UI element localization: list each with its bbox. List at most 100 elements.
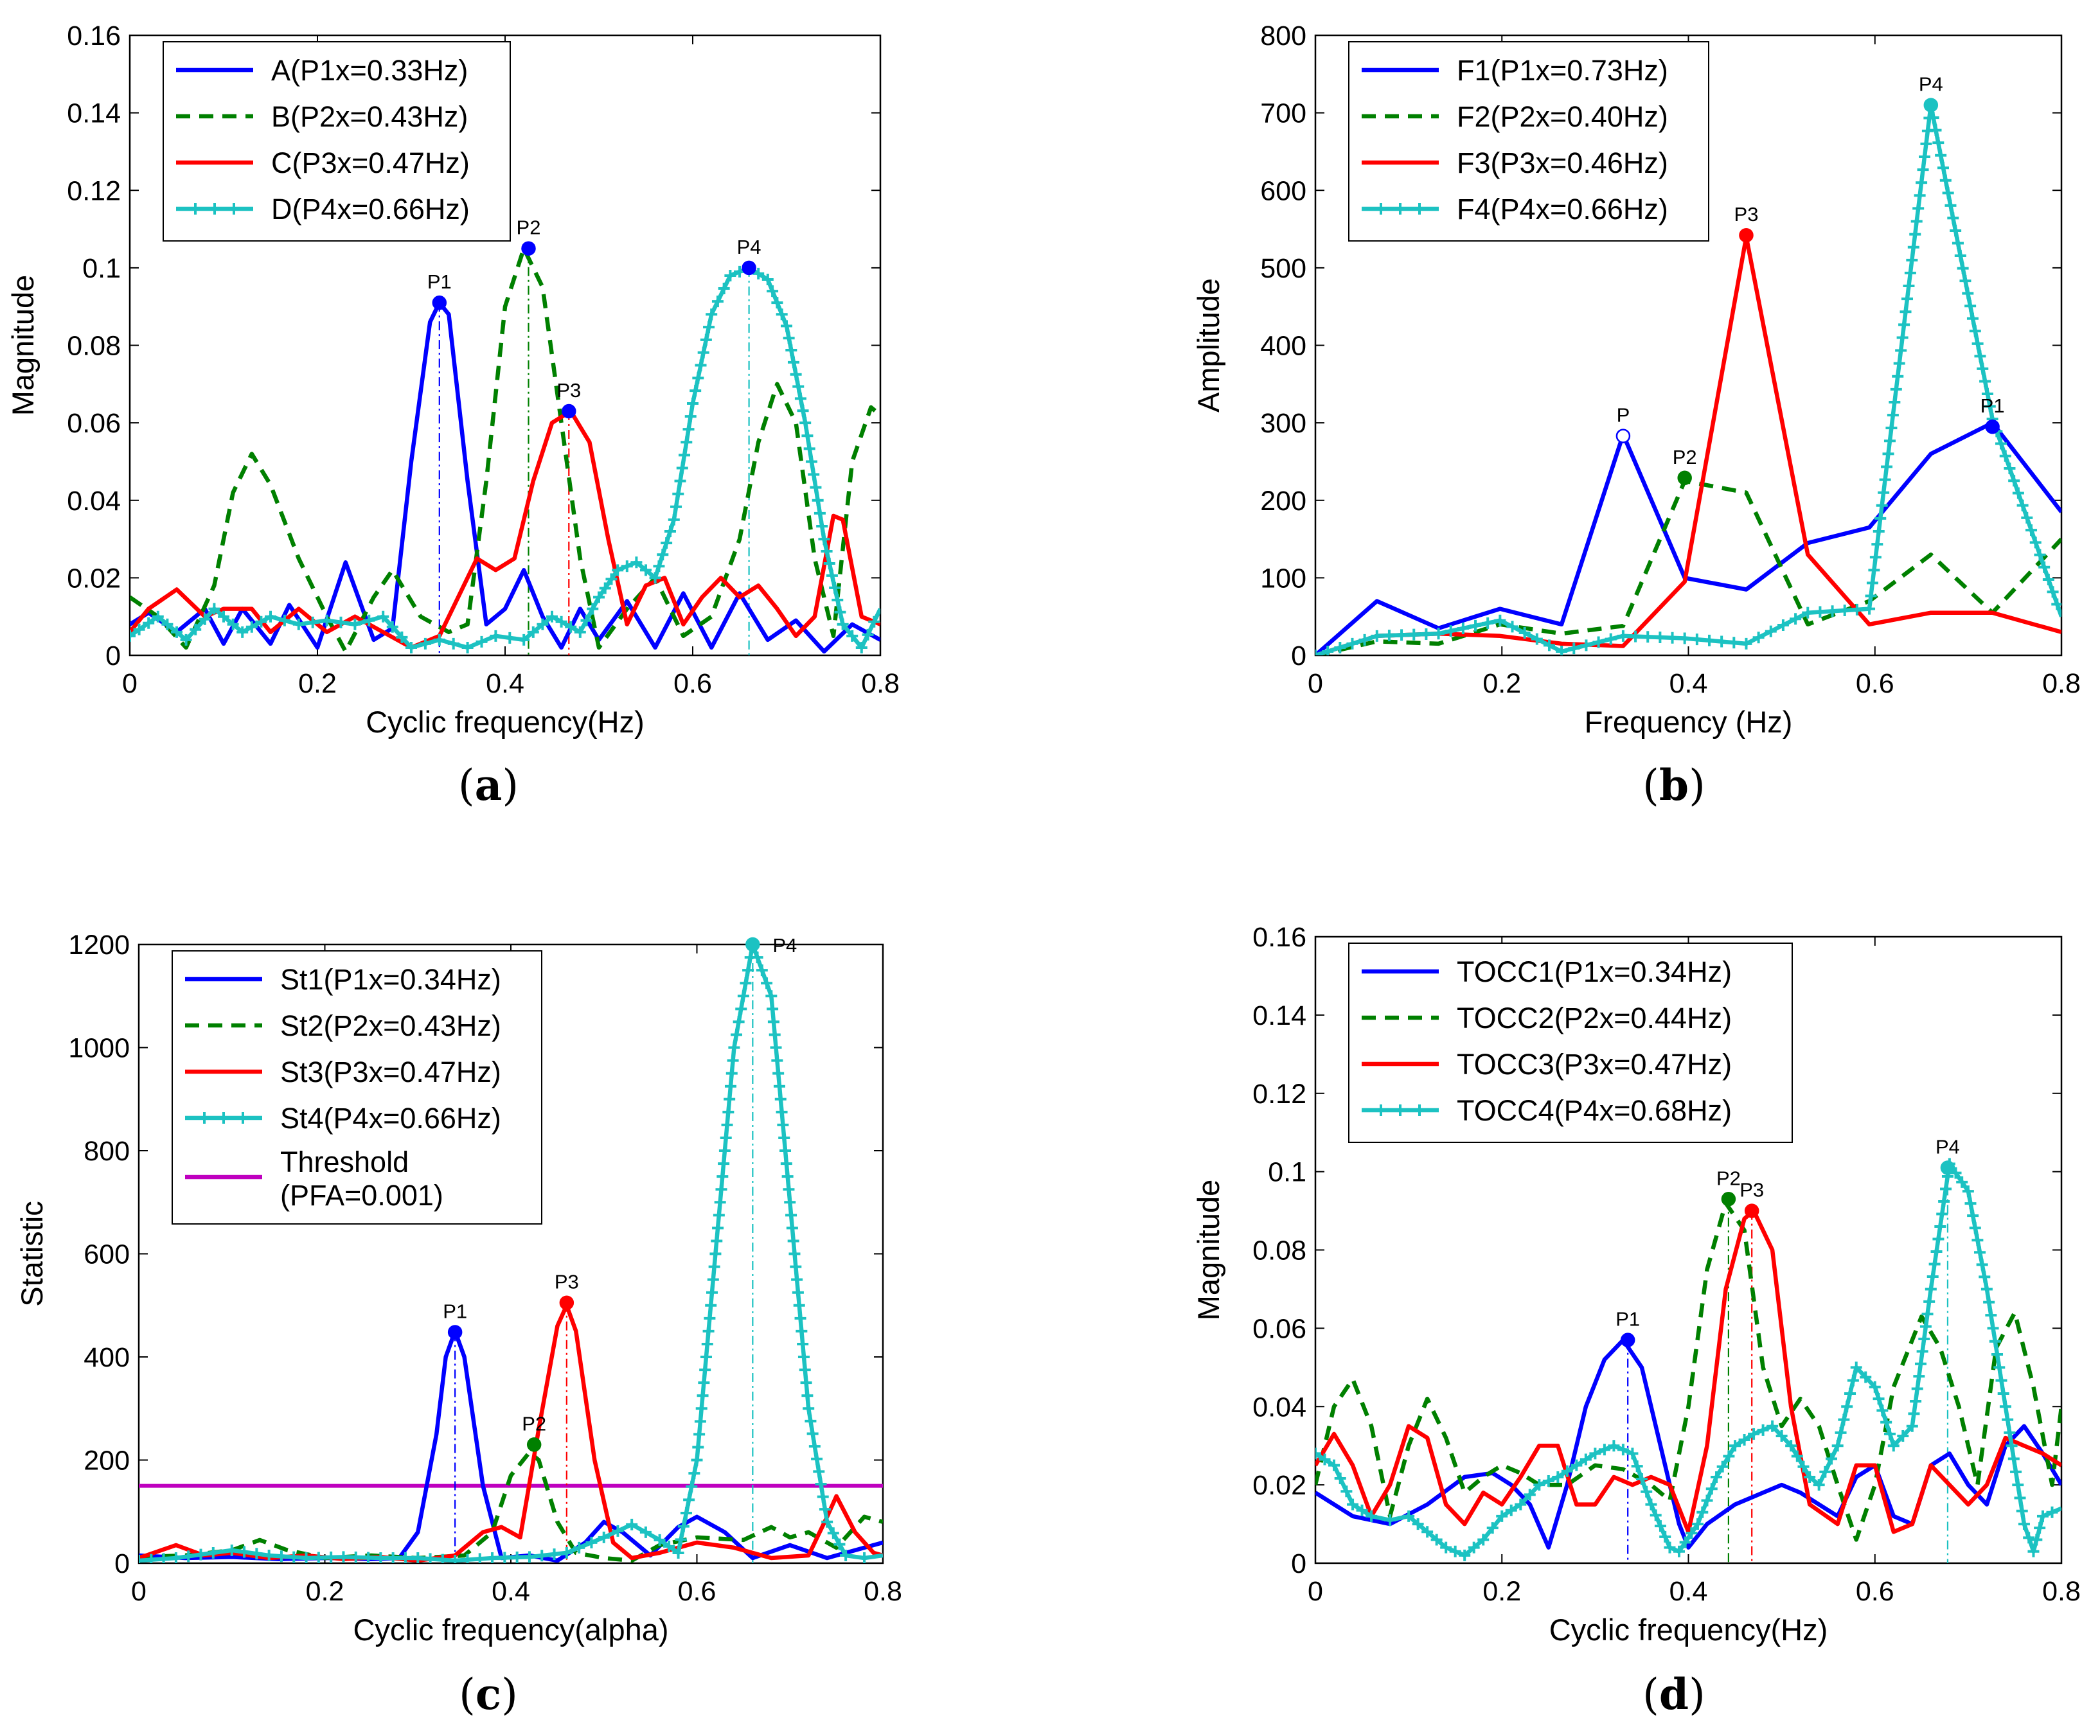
series-point-4 [2008, 475, 2020, 487]
series-point-4 [265, 610, 276, 623]
series-point-4 [1927, 112, 1939, 124]
series-point-4 [565, 621, 577, 633]
series-point-4 [1957, 262, 1969, 274]
y-tick-label: 0.1 [82, 253, 121, 284]
series-point-4 [810, 481, 822, 493]
series-point-4 [190, 623, 202, 635]
series-point-4 [621, 560, 633, 572]
series-point-4 [461, 1554, 474, 1563]
series-point-4 [312, 1552, 325, 1563]
series-point-4 [702, 1325, 715, 1337]
series-point-4 [868, 616, 880, 628]
series-point-4 [1366, 1510, 1378, 1522]
series-point-4 [1408, 628, 1420, 641]
series-point-4 [1919, 1320, 1932, 1333]
series-point-4 [724, 1093, 736, 1105]
x-tick-label: 0.4 [492, 1576, 530, 1607]
series-point-4 [375, 1552, 387, 1563]
series-point-4 [2004, 1426, 2016, 1439]
series-point-4 [695, 1403, 707, 1415]
series-point-4 [752, 267, 765, 279]
series-point-4 [1835, 1426, 1847, 1439]
y-tick-label: 0 [105, 641, 121, 671]
series-point-4 [783, 1183, 795, 1196]
series-point-4 [537, 618, 549, 630]
series-point-4 [1999, 450, 2011, 462]
series-point-4 [1752, 632, 1765, 644]
series-point-4 [1579, 1453, 1592, 1466]
series-point-4 [742, 964, 754, 977]
series-point-4 [714, 1196, 726, 1209]
series-point-4 [1766, 1420, 1779, 1432]
series-point-4 [180, 633, 192, 646]
series-point-4 [325, 1551, 337, 1563]
series-point-4 [1980, 1283, 1993, 1295]
series-point-4 [1956, 1176, 1968, 1188]
series-point-4 [1518, 627, 1531, 639]
series-point-4 [236, 626, 249, 638]
series-point-4 [555, 616, 567, 628]
series-point-4 [2012, 487, 2024, 499]
series-point-4 [1459, 1549, 1471, 1561]
series-point-4 [2018, 1518, 2030, 1530]
series-point-4 [698, 1377, 710, 1389]
series-point-4 [1904, 267, 1916, 279]
series-point-4 [424, 1553, 436, 1563]
series-point-4 [1914, 190, 1926, 202]
series-point-4 [1571, 1459, 1583, 1471]
series-point-4 [697, 346, 709, 359]
y-tick-label: 800 [84, 1136, 130, 1167]
series-point-4 [1906, 1420, 1918, 1432]
series-point-4 [706, 308, 718, 321]
series-point-4 [1916, 1345, 1928, 1358]
series-point-4 [412, 1552, 424, 1563]
legend-entry-2: F2(P2x=0.40Hz) [1457, 100, 1668, 133]
series-point-4 [653, 560, 665, 572]
series-point-4 [787, 356, 799, 368]
series-point-4 [761, 273, 774, 285]
y-tick-label: 700 [1260, 98, 1306, 129]
series-point-4 [263, 1549, 275, 1561]
series-point-4 [1995, 1374, 2007, 1386]
legend-entry-threshold-pfa: (PFA=0.001) [280, 1179, 443, 1212]
series-point-4 [548, 1548, 560, 1561]
series-point-4 [362, 1552, 375, 1563]
legend-entry-3: C(P3x=0.47Hz) [271, 146, 470, 179]
series-point-4 [675, 1534, 687, 1546]
series-point-4 [818, 533, 830, 545]
series-point-4 [350, 1551, 362, 1563]
series-point-4 [1838, 1413, 1850, 1426]
series-point-4 [1711, 1471, 1723, 1483]
legend-entry-3: F3(P3x=0.46Hz) [1457, 146, 1668, 179]
series-point-4 [363, 614, 375, 626]
series-point-4 [2002, 1413, 2014, 1426]
series-point-4 [687, 397, 699, 409]
peak-dot [1739, 227, 1754, 243]
series-point-4 [278, 614, 290, 626]
series-point-4 [1814, 606, 1826, 618]
series-point-4 [1979, 375, 1991, 387]
series-point-4 [790, 1261, 802, 1273]
series-point-4 [1556, 645, 1568, 655]
series-point-4 [1901, 293, 1913, 305]
series-point-4 [692, 1441, 704, 1453]
y-tick-label: 0.08 [67, 331, 121, 362]
series-point-4 [728, 1041, 740, 1054]
series-point-4 [1971, 337, 1984, 350]
series-point-4 [1918, 1333, 1930, 1345]
x-tick-label: 0.4 [486, 668, 524, 699]
series-point-4 [157, 1553, 170, 1563]
series-point-4 [275, 1550, 287, 1563]
series-point-4 [387, 1552, 399, 1563]
peak-dot [745, 937, 760, 952]
series-point-4 [518, 633, 530, 646]
series-point-4 [227, 618, 239, 630]
x-tick-label: 0.8 [2042, 1576, 2081, 1607]
series-point-4 [1430, 1534, 1443, 1546]
series-point-4 [2007, 1453, 2020, 1465]
peak-dot [559, 1295, 574, 1310]
series-point-4 [2027, 1545, 2040, 1557]
series-point-4 [1962, 287, 1974, 299]
peak-dot [432, 295, 447, 310]
